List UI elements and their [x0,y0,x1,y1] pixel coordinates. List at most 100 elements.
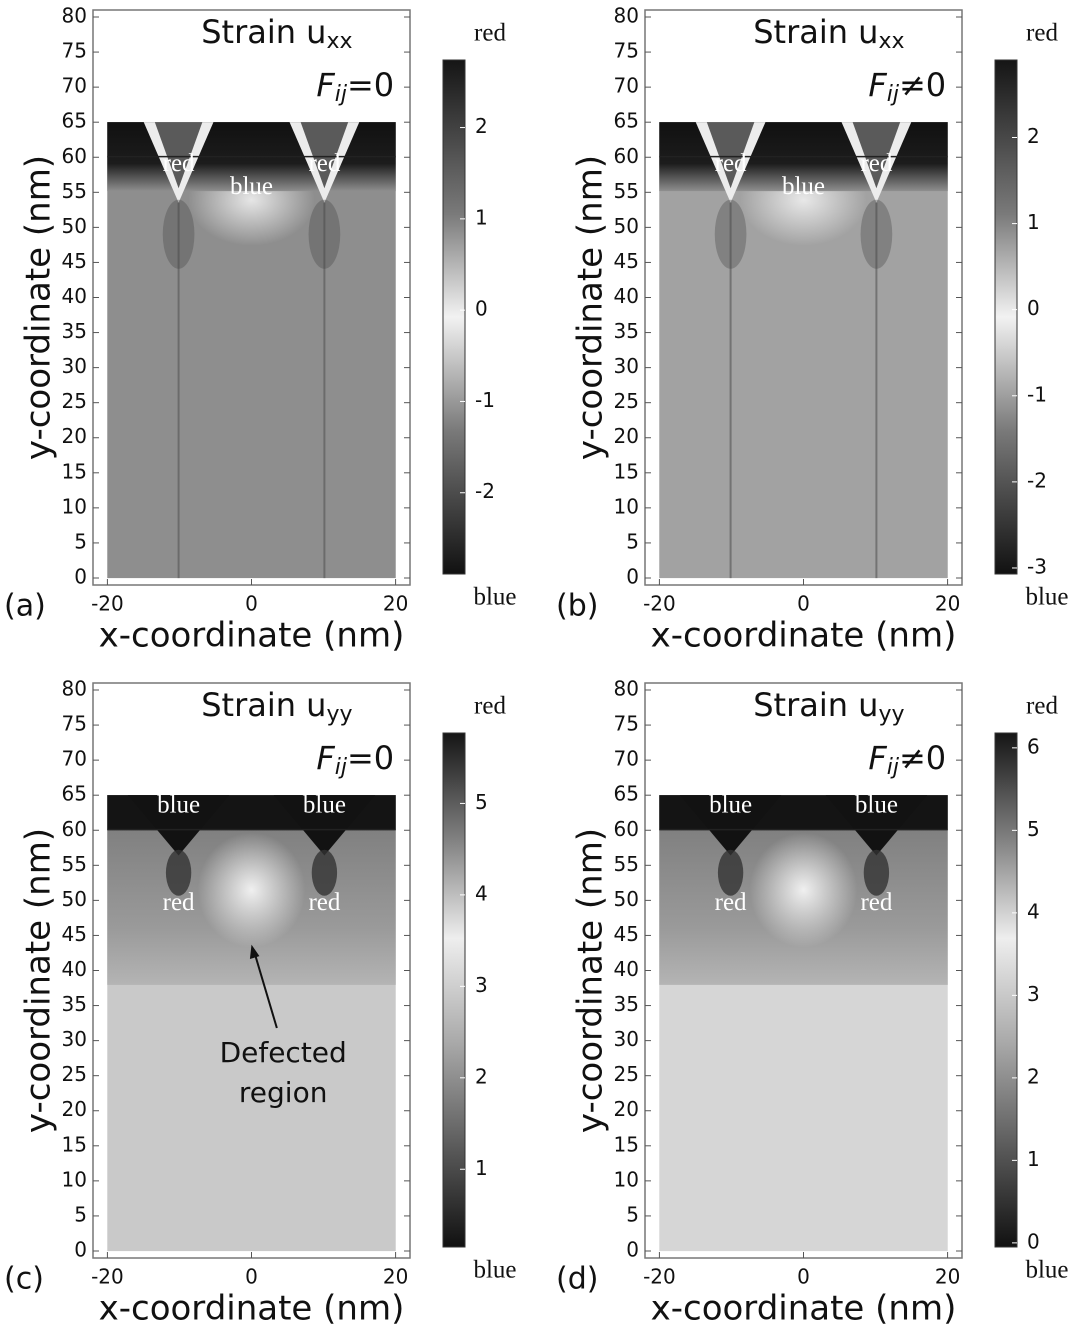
y-tick-label: 10 [62,1167,87,1191]
y-tick-label: 5 [626,529,639,553]
y-tick-label: 50 [62,214,87,238]
y-tick-label: 45 [62,249,87,273]
panel-label: (c) [4,1262,44,1297]
region-label: red [715,150,747,177]
y-tick-label: 50 [614,214,639,238]
panel-label: (b) [556,589,598,624]
y-tick-label: 40 [62,957,87,981]
y-tick-label: 30 [614,1027,639,1051]
field-arch [197,832,306,948]
region-label: blue [230,173,273,200]
title-text: Strain u [753,686,878,724]
field-shadow [860,199,893,269]
x-tick-label: 0 [797,1265,810,1289]
region-label: red [860,889,892,916]
region-label: red [163,150,195,177]
colorbar-tick-label: 1 [1027,1147,1040,1171]
colorbar-tick-label: -2 [475,479,495,503]
y-tick-label: 75 [62,712,87,736]
x-tick-label: 0 [797,592,810,616]
x-tick-label: 20 [935,592,960,616]
colorbar-tick-label: 3 [1027,982,1040,1006]
x-tick-label: 0 [245,592,258,616]
colorbar-tick-label: 1 [475,205,488,229]
colorbar-tick-label: -1 [1027,382,1047,406]
y-tick-label: 20 [62,1097,87,1121]
strain-field [659,795,948,1252]
y-tick-label: 30 [614,354,639,378]
colorbar-bottom-label: blue [473,1257,516,1284]
colorbar-top-label: red [474,693,506,720]
y-tick-label: 5 [626,1202,639,1226]
colorbar-tick-label: 5 [475,790,488,814]
field-v [127,795,230,856]
y-tick-label: 65 [62,782,87,806]
x-axis-label: x-coordinate (nm) [651,1289,957,1327]
condition-label: Fij=0 [316,66,394,107]
colorbar-tick-label: 2 [475,1064,488,1088]
y-tick-label: 25 [614,1062,639,1086]
condition-rest: ≠0 [899,66,946,104]
y-tick-label: 70 [62,74,87,98]
colorbar-tick-label: -3 [1027,554,1047,578]
y-tick-label: 45 [62,922,87,946]
y-tick-label: 55 [614,852,639,876]
colorbar-tick-label: 0 [1027,296,1040,320]
y-tick-label: 60 [614,144,639,168]
panel-title: Strain uyy [753,686,904,727]
strain-field [107,795,396,1252]
title-text: Strain u [753,13,878,51]
y-tick-label: 45 [614,922,639,946]
panel-title: Strain uxx [753,13,904,54]
x-tick-label: -20 [91,592,124,616]
condition-symbol: F [316,66,335,104]
field-v [273,795,376,856]
colorbar-tick-label: 3 [475,973,488,997]
region-label: blue [157,791,200,818]
colorbar [442,732,466,1248]
y-axis-label: y-coordinate (nm) [19,155,59,460]
y-tick-label: 80 [62,677,87,701]
y-tick-label: 80 [614,677,639,701]
y-tick-label: 80 [62,4,87,28]
condition-label: Fij≠0 [868,66,946,107]
colorbar-tick-label: 1 [1027,210,1040,234]
y-tick-label: 35 [614,992,639,1016]
y-tick-label: 65 [614,109,639,133]
colorbar-bottom-label: blue [1025,584,1068,611]
y-tick-label: 35 [614,319,639,343]
y-tick-label: 25 [62,1062,87,1086]
y-tick-label: 75 [614,39,639,63]
x-axis-label: x-coordinate (nm) [99,1289,405,1327]
field-v-inner [706,122,755,189]
colorbar-tick-label: -1 [475,388,495,412]
y-tick-label: 65 [62,109,87,133]
x-tick-label: 20 [935,1265,960,1289]
y-tick-label: 0 [74,1237,87,1261]
y-tick-label: 20 [62,424,87,448]
y-tick-label: 15 [614,1132,639,1156]
title-sub: xx [326,29,352,54]
condition-label: Fij≠0 [868,739,946,780]
y-axis-label: y-coordinate (nm) [571,155,611,460]
condition-rest: =0 [347,739,394,777]
y-axis-label: y-coordinate (nm) [19,828,59,1133]
field-v-inner [300,122,349,189]
y-tick-label: 5 [74,529,87,553]
condition-label: Fij=0 [316,739,394,780]
field-shadow [162,199,195,269]
y-tick-label: 30 [62,354,87,378]
y-tick-label: 70 [614,74,639,98]
colorbar-top-label: red [1026,693,1058,720]
x-tick-label: -20 [91,1265,124,1289]
colorbar-tick-label: 4 [1027,899,1040,923]
title-sub: yy [326,702,352,727]
y-tick-label: 20 [614,424,639,448]
condition-sub: ij [335,755,348,780]
strain-field [107,122,396,579]
x-axis-label: x-coordinate (nm) [99,616,405,656]
region-label: red [308,889,340,916]
colorbar-tick-label: 6 [1027,734,1040,758]
